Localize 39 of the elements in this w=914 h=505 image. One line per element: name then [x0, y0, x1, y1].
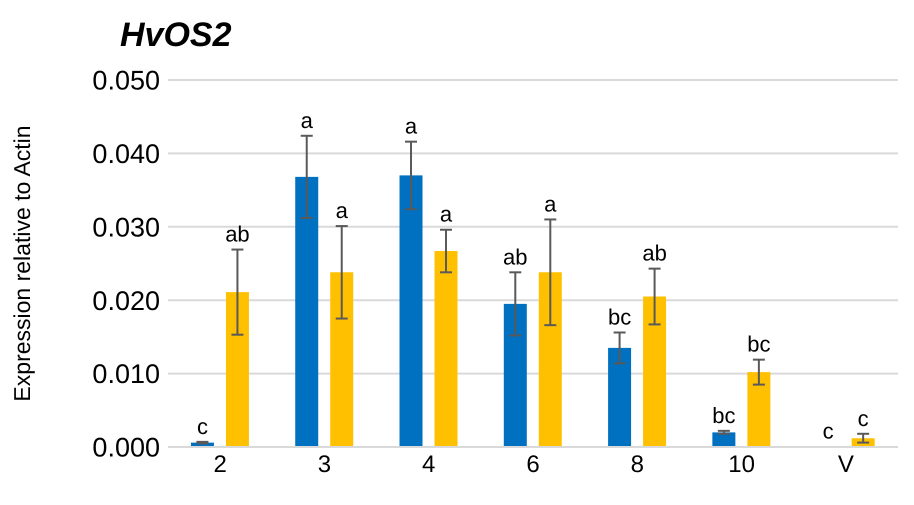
data-label: ab — [503, 244, 528, 270]
bar — [226, 292, 249, 447]
bar — [330, 272, 354, 447]
y-tick-label: 0.050 — [92, 66, 160, 96]
data-label: a — [404, 114, 418, 139]
bar — [608, 348, 632, 447]
data-label: c — [822, 418, 834, 444]
y-tick-label: 0.010 — [92, 359, 160, 390]
data-label: bc — [608, 304, 632, 330]
bar — [295, 176, 318, 447]
data-label: c — [196, 414, 208, 439]
data-label: ab — [225, 222, 250, 247]
x-tick-label: 10 — [728, 451, 755, 478]
bar — [504, 304, 527, 447]
y-tick-label: 0.040 — [92, 138, 160, 169]
data-label: bc — [712, 402, 736, 428]
bar — [643, 296, 666, 447]
y-axis-title: Expression relative to Actin — [9, 125, 36, 402]
data-label: c — [858, 406, 869, 431]
bar — [434, 251, 458, 447]
data-label: a — [440, 202, 453, 227]
x-tick-label: V — [838, 451, 854, 478]
y-tick-label: 0.000 — [92, 432, 160, 463]
x-tick-label: 2 — [213, 451, 227, 478]
data-label: a — [544, 191, 558, 216]
x-tick-label: 4 — [422, 451, 436, 478]
data-label: a — [336, 198, 349, 224]
bar — [400, 175, 423, 447]
x-tick-label: 8 — [630, 451, 644, 478]
bar — [747, 372, 770, 447]
chart-title: HvOS2 — [120, 16, 232, 55]
bar — [538, 272, 562, 447]
data-label: bc — [747, 332, 770, 357]
data-label: a — [300, 108, 314, 133]
y-tick-label: 0.020 — [92, 286, 160, 316]
y-tick-label: 0.030 — [92, 212, 160, 242]
data-label: ab — [642, 240, 667, 266]
x-tick-label: 3 — [318, 451, 332, 478]
x-tick-label: 6 — [526, 451, 540, 478]
